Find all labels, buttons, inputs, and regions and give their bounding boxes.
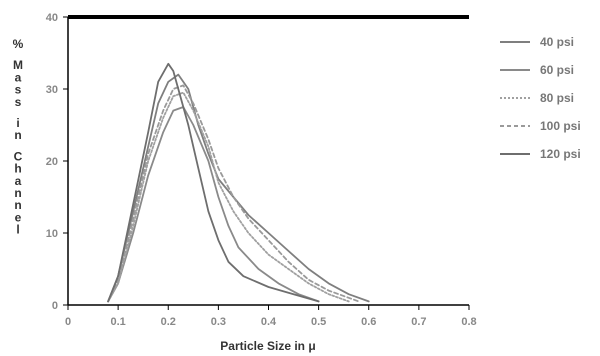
y-tick-label: 0 [52,300,58,312]
x-tick-label: 0.8 [461,316,476,328]
y-tick-label: 10 [46,228,58,240]
y-axis-label-char: % [13,37,24,51]
x-axis-ticks: 0 0.1 0.2 0.3 0.4 0.5 0.6 0.7 0.8 [65,305,477,328]
y-axis-label-char: s [15,83,22,97]
y-axis-label-char: n [14,186,21,200]
y-tick-label: 40 [46,12,58,24]
x-tick-label: 0.2 [161,316,176,328]
series-line [107,73,370,303]
series-line [107,106,320,303]
y-axis-label-char: a [15,174,22,188]
y-axis-label-char: l [16,223,19,237]
x-tick-label: 0.7 [411,316,426,328]
y-axis-label-char: C [14,149,23,163]
x-tick-label: 0.1 [110,316,125,328]
y-axis-label-char: n [14,198,21,212]
y-axis-label-char: n [14,128,21,142]
x-axis-label: Particle Size in μ [220,339,315,353]
plot-area [67,15,469,306]
y-axis-label-char: h [14,162,21,176]
series-line [107,84,360,303]
legend-label: 120 psi [540,147,581,161]
series-line [107,91,350,303]
y-axis-label-char: a [15,70,22,84]
legend-label: 40 psi [540,35,574,49]
x-tick-label: 0.4 [261,316,277,328]
y-axis-label-char: s [15,95,22,109]
y-axis-ticks: 0 10 20 30 40 [46,12,68,312]
legend-label: 80 psi [540,91,574,105]
y-tick-label: 30 [46,84,58,96]
x-tick-label: 0.6 [361,316,376,328]
y-axis-label-char: e [15,210,22,224]
series-line [107,62,320,303]
x-tick-label: 0.3 [211,316,226,328]
y-axis-label-char: i [16,116,19,130]
legend-label: 100 psi [540,119,581,133]
y-axis-label-char: M [13,58,23,72]
legend-label: 60 psi [540,63,574,77]
x-tick-label: 0 [65,316,71,328]
legend: 40 psi 60 psi 80 psi 100 psi 120 psi [500,35,581,161]
y-tick-label: 20 [46,156,58,168]
x-tick-label: 0.5 [311,316,326,328]
series-lines [107,62,370,303]
